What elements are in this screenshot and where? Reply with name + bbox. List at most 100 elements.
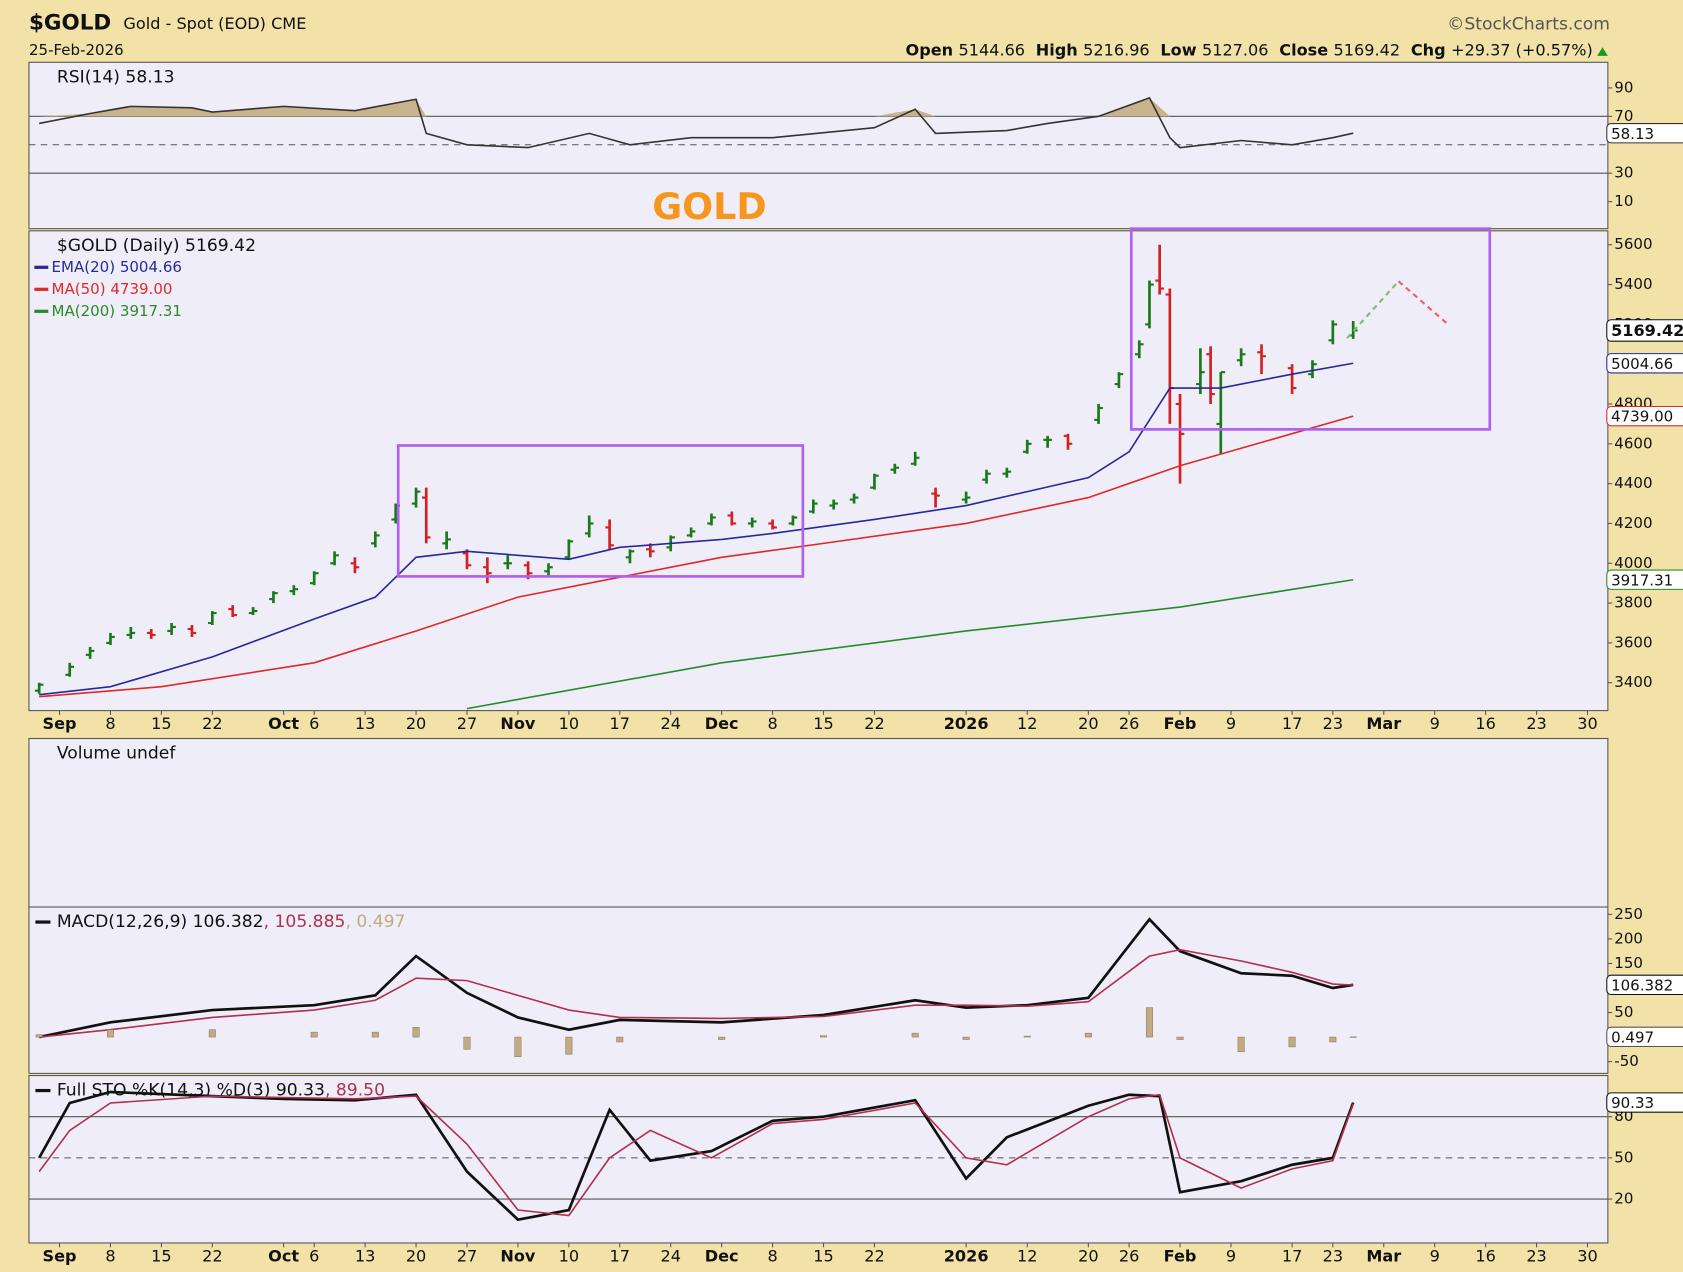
value-label-box [1606, 319, 1683, 342]
overbought-fill [39, 97, 1354, 117]
x-tick-label: 15 [151, 714, 171, 733]
legend-entry: EMA(20) 5004.66 [52, 258, 182, 276]
x-tick-label: 15 [151, 1246, 171, 1265]
histogram-bar [371, 1031, 379, 1038]
x-tick-label: Feb [1164, 1246, 1197, 1265]
y-tick-label: 3400 [1614, 673, 1652, 691]
quote-label: Open [906, 40, 954, 59]
x-tick-label: Dec [705, 714, 739, 733]
y-tick-label: 30 [1614, 164, 1633, 182]
x-tick-label: Feb [1164, 714, 1197, 733]
annotation: GOLD [652, 185, 767, 228]
x-tick-label: 30 [1577, 1246, 1597, 1265]
x-tick-label: 13 [355, 714, 375, 733]
value-label: 5004.66 [1611, 355, 1673, 373]
x-tick-label: 22 [202, 1246, 222, 1265]
quote-label: Low [1160, 40, 1196, 59]
value-label-box [1606, 569, 1683, 590]
histogram-bar [310, 1031, 318, 1038]
legend-entry: , 89.50 [325, 1081, 385, 1101]
histogram-bar [718, 1036, 726, 1040]
panel [28, 230, 1609, 712]
x-tick-label: Mar [1366, 1246, 1401, 1265]
y-tick-label: 90 [1614, 78, 1633, 96]
x-tick-label: 30 [1577, 714, 1597, 733]
legend: MACD(12,26,9) 106.382, 105.885, 0.497 [57, 912, 406, 932]
y-tick-label: 20 [1614, 1190, 1633, 1208]
x-tick-label: 17 [610, 714, 630, 733]
y-tick-label: 4000 [1614, 554, 1652, 572]
legend: $GOLD (Daily) 5169.42 [57, 236, 256, 256]
x-tick-label: 23 [1526, 1246, 1546, 1265]
quote-label: High [1036, 40, 1078, 59]
legend-entry: , 105.885 [264, 912, 346, 932]
quote-value: 5144.66 [959, 40, 1026, 59]
histogram-bar [1237, 1036, 1245, 1053]
histogram-bar [820, 1035, 828, 1038]
value-label: 0.497 [1611, 1028, 1654, 1046]
y-tick-label: 200 [1614, 929, 1643, 947]
value-label: 5169.42 [1611, 321, 1683, 340]
y-tick-label: -50 [1614, 1052, 1639, 1070]
x-tick-label: 20 [1078, 714, 1098, 733]
x-tick-label: Sep [43, 1246, 77, 1265]
histogram-bar [514, 1036, 522, 1057]
x-tick-label: 6 [309, 1246, 319, 1265]
histogram-bar [35, 1034, 43, 1038]
x-tick-label: 10 [559, 714, 579, 733]
value-label-box [1606, 353, 1683, 374]
description: Gold - Spot (EOD) CME [123, 14, 306, 33]
legend-entry: MA(200) 3917.31 [52, 302, 182, 320]
value-label: 90.33 [1611, 1094, 1654, 1112]
x-tick-label: 2026 [944, 714, 989, 733]
x-tick-label: 15 [813, 1246, 833, 1265]
value-label-box [1606, 974, 1683, 996]
symbol: $GOLD [29, 11, 111, 36]
series-line [39, 362, 1354, 696]
annotation-box [1129, 227, 1492, 431]
x-tick-label: 12 [1017, 1246, 1037, 1265]
x-tick-label: 17 [1282, 1246, 1302, 1265]
histogram-bar [911, 1032, 919, 1038]
histogram-bar [1176, 1036, 1184, 1040]
value-label: 3917.31 [1611, 571, 1673, 589]
plot-area: RSI(14) 58.13 10 30 70 90 58.13 GOLD $GOLD (Dai… [28, 61, 1683, 1265]
legend: Full STO %K(14,3) %D(3) 90.33, 89.50 [57, 1081, 385, 1101]
x-tick-label: 10 [559, 1246, 579, 1265]
panel [28, 1074, 1609, 1244]
y-tick-label: 5600 [1614, 235, 1652, 253]
y-tick-label: 10 [1614, 192, 1633, 210]
value-label: 4739.00 [1611, 408, 1673, 426]
y-tick-label: 70 [1614, 107, 1633, 125]
histogram-bar [565, 1036, 573, 1055]
x-tick-label: 27 [457, 1246, 477, 1265]
y-tick-label: 250 [1614, 905, 1643, 923]
x-tick-label: 16 [1475, 1246, 1495, 1265]
histogram-bar [1084, 1032, 1092, 1038]
legend-entry: , 0.497 [345, 912, 405, 932]
panel [28, 61, 1609, 230]
y-tick-label: 50 [1614, 1148, 1633, 1166]
value-label-box [1606, 405, 1683, 427]
date: 25-Feb-2026 [29, 41, 124, 59]
x-tick-label: 17 [1282, 714, 1302, 733]
x-tick-label: Nov [500, 1246, 536, 1265]
x-tick-label: 16 [1475, 714, 1495, 733]
y-tick-label: 4200 [1614, 514, 1652, 532]
value-label-box [1606, 1092, 1683, 1113]
projection-down [1397, 280, 1450, 327]
quote-label: Close [1279, 40, 1328, 59]
x-tick-label: 13 [355, 1246, 375, 1265]
x-tick-label: 8 [105, 1246, 115, 1265]
y-tick-label: 3800 [1614, 594, 1652, 612]
series-line [37, 1090, 1355, 1222]
x-tick-label: 9 [1430, 1246, 1440, 1265]
x-tick-label: 8 [767, 714, 777, 733]
x-tick-label: 24 [660, 1246, 680, 1265]
up-arrow [1597, 47, 1608, 56]
x-tick-label: 20 [1078, 1246, 1098, 1265]
panel [28, 737, 1609, 908]
legend: RSI(14) 58.13 [57, 67, 175, 87]
